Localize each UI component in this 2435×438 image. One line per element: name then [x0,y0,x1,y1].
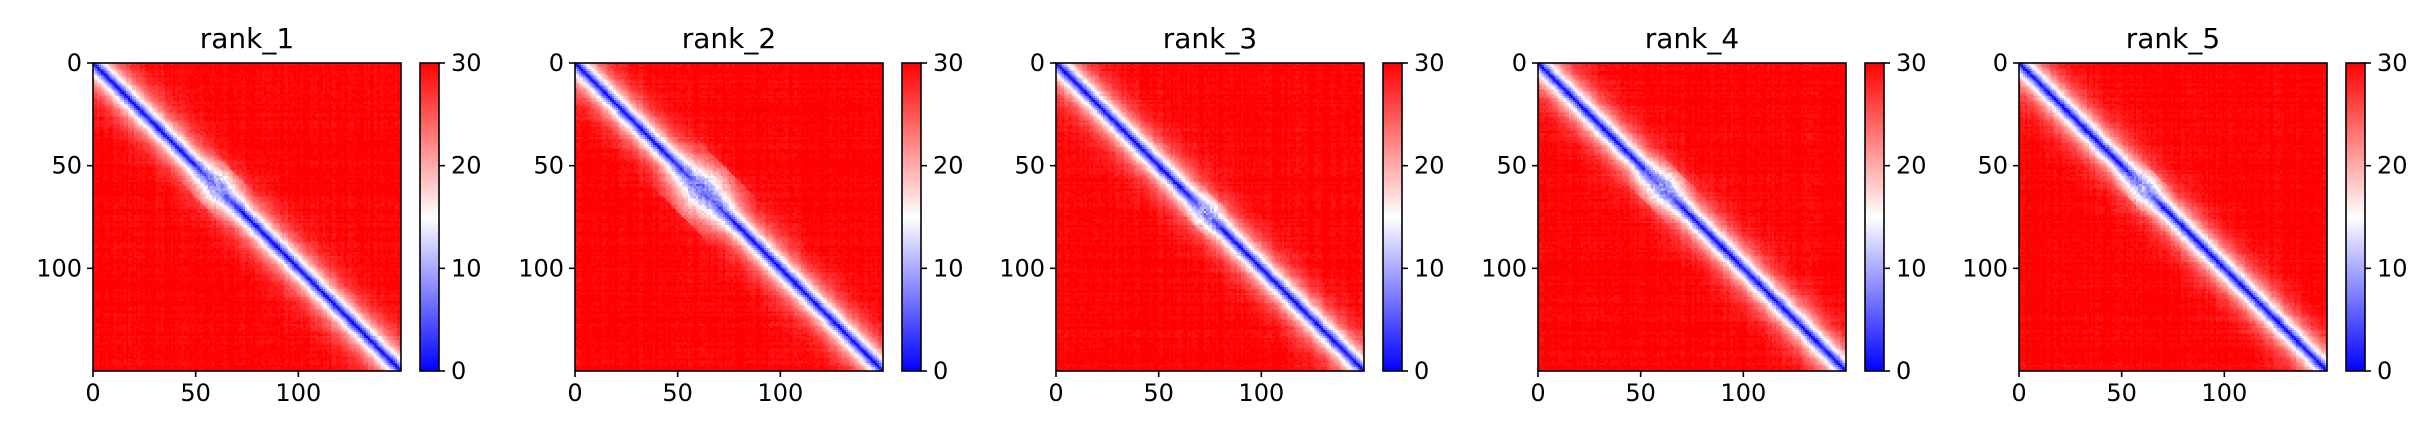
x-tick-label: 100 [275,379,321,407]
panel-title: rank_1 [200,22,294,55]
x-tick-label: 50 [662,379,693,407]
panel-title: rank_5 [2126,22,2220,55]
y-tick-label: 100 [1481,254,1527,282]
colorbar-tick-label: 30 [1896,49,1927,77]
x-tick-label: 100 [1238,379,1284,407]
colorbar [420,63,439,371]
colorbar-tick-label: 10 [451,254,482,282]
panel-4: rank_4 0 50 100 0 50 100 0 10 20 30 [1481,22,1926,407]
x-tick-label: 0 [1048,379,1063,407]
y-tick-label: 50 [1014,152,1045,180]
y-tick-label: 0 [67,49,82,77]
y-tick-label: 0 [1993,49,2008,77]
y-tick-label: 100 [518,254,564,282]
colorbar-tick-label: 30 [451,49,482,77]
colorbar-tick-label: 30 [933,49,964,77]
colorbar [1383,63,1402,371]
x-tick-label: 50 [180,379,211,407]
colorbar-tick-label: 10 [2377,254,2408,282]
panel-3: rank_3 0 50 100 0 50 100 0 10 20 30 [999,22,1444,407]
x-tick-label: 0 [567,379,582,407]
panel-2: rank_2 0 50 100 0 50 100 0 10 20 30 [518,22,963,407]
colorbar-tick-label: 30 [1414,49,1445,77]
colorbar [1865,63,1884,371]
colorbar-tick-label: 20 [1896,152,1927,180]
y-tick-label: 100 [999,254,1045,282]
x-tick-label: 100 [2201,379,2247,407]
colorbar-tick-label: 20 [1414,152,1445,180]
y-tick-label: 100 [1962,254,2008,282]
colorbar [902,63,921,371]
heatmap-image [1538,63,1846,371]
colorbar-tick-label: 0 [451,357,466,385]
y-tick-label: 100 [36,254,82,282]
panel-5: rank_5 0 50 100 0 50 100 0 10 20 30 [1962,22,2407,407]
heatmap-image [2019,63,2327,371]
y-tick-label: 0 [549,49,564,77]
y-tick-label: 50 [1977,152,2008,180]
colorbar-frame [419,62,440,372]
colorbar-tick-label: 10 [1414,254,1445,282]
x-tick-label: 50 [2106,379,2137,407]
heatmap-image [1056,63,1364,371]
panel-title: rank_2 [682,22,776,55]
colorbar-frame [1382,62,1403,372]
colorbar-tick-label: 20 [2377,152,2408,180]
y-tick-label: 50 [1496,152,1527,180]
axes-frame [1537,62,1847,372]
y-tick-label: 0 [1512,49,1527,77]
colorbar-frame [2345,62,2366,372]
axes-frame [1055,62,1365,372]
colorbar-frame [1864,62,1885,372]
x-tick-label: 0 [85,379,100,407]
colorbar [2346,63,2365,371]
colorbar-tick-label: 10 [933,254,964,282]
colorbar-tick-label: 0 [1414,357,1429,385]
x-tick-label: 0 [1530,379,1545,407]
y-tick-label: 50 [51,152,82,180]
axes-frame [574,62,884,372]
colorbar-tick-label: 20 [933,152,964,180]
x-tick-label: 100 [1720,379,1766,407]
colorbar-tick-label: 10 [1896,254,1927,282]
axes-frame [2018,62,2328,372]
panel-1: rank_1 0 50 100 0 50 100 0 10 20 30 [36,22,481,407]
x-tick-label: 50 [1143,379,1174,407]
heatmap-image [575,63,883,371]
heatmap-image [93,63,401,371]
colorbar-tick-label: 0 [2377,357,2392,385]
colorbar-tick-label: 0 [1896,357,1911,385]
x-tick-label: 0 [2011,379,2026,407]
y-tick-label: 50 [533,152,564,180]
y-tick-label: 0 [1030,49,1045,77]
axes-frame [92,62,402,372]
x-tick-label: 100 [757,379,803,407]
panel-title: rank_4 [1645,22,1739,55]
colorbar-tick-label: 0 [933,357,948,385]
colorbar-tick-label: 30 [2377,49,2408,77]
panel-title: rank_3 [1163,22,1257,55]
colorbar-frame [901,62,922,372]
colorbar-tick-label: 20 [451,152,482,180]
x-tick-label: 50 [1625,379,1656,407]
